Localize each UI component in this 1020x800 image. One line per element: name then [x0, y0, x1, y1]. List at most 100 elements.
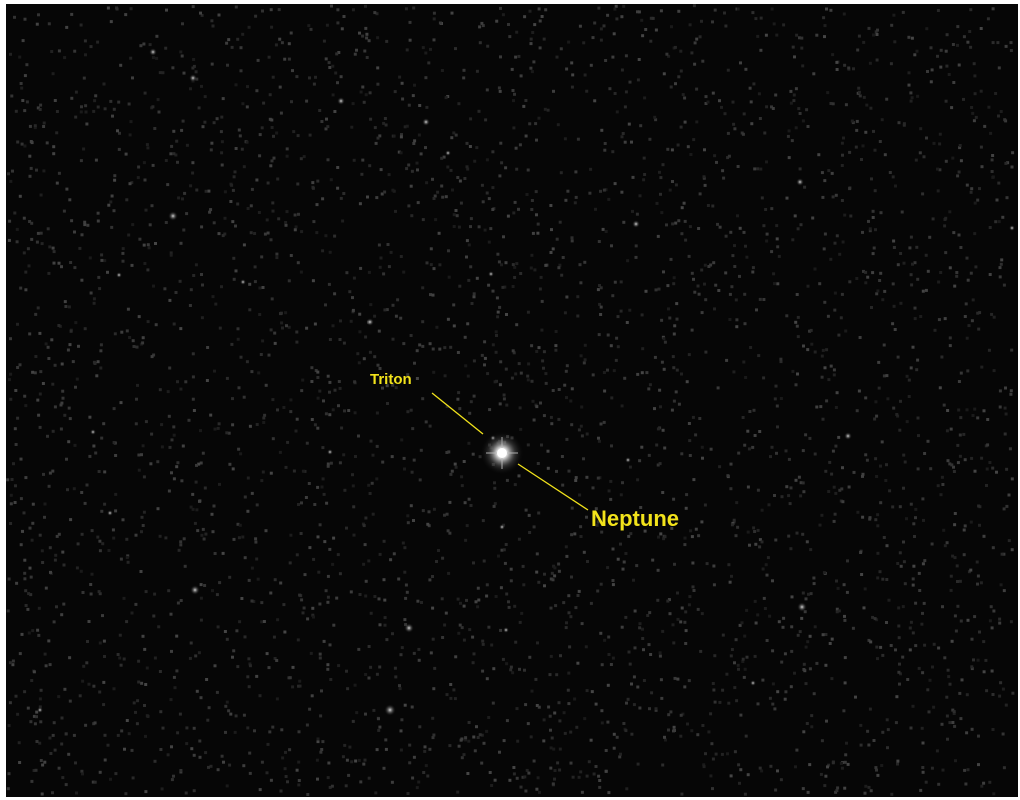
noise-pixel [111, 195, 114, 198]
noise-pixel [837, 334, 840, 337]
noise-pixel [330, 178, 333, 181]
noise-pixel [835, 789, 838, 792]
noise-pixel [271, 126, 274, 129]
noise-pixel [560, 274, 563, 277]
noise-pixel [894, 328, 897, 331]
noise-pixel [1001, 553, 1004, 556]
noise-pixel [169, 446, 172, 449]
noise-pixel [328, 66, 331, 69]
noise-pixel [85, 111, 88, 114]
noise-pixel [9, 180, 12, 183]
noise-pixel [630, 141, 633, 144]
noise-pixel [273, 157, 276, 160]
noise-pixel [573, 698, 576, 701]
noise-pixel [268, 56, 271, 59]
noise-pixel [933, 142, 936, 145]
noise-pixel [641, 628, 644, 631]
noise-pixel [663, 736, 666, 739]
noise-pixel [94, 94, 97, 97]
noise-pixel [267, 232, 270, 235]
noise-pixel [179, 543, 182, 546]
noise-pixel [698, 417, 701, 420]
noise-pixel [733, 265, 736, 268]
noise-pixel [30, 679, 33, 682]
noise-pixel [433, 38, 436, 41]
noise-pixel [675, 302, 678, 305]
noise-pixel [735, 325, 738, 328]
noise-pixel [711, 20, 714, 23]
noise-pixel [429, 425, 432, 428]
noise-pixel [233, 278, 236, 281]
noise-pixel [368, 271, 371, 274]
noise-pixel [822, 633, 825, 636]
noise-pixel [26, 608, 29, 611]
noise-pixel [364, 27, 367, 30]
noise-pixel [428, 578, 431, 581]
noise-pixel [666, 600, 669, 603]
noise-pixel [24, 476, 27, 479]
noise-pixel [737, 763, 740, 766]
noise-pixel [155, 323, 158, 326]
noise-pixel [320, 120, 323, 123]
noise-pixel [323, 40, 326, 43]
noise-pixel [417, 201, 420, 204]
noise-pixel [328, 283, 331, 286]
noise-pixel [45, 587, 48, 590]
noise-pixel [271, 398, 274, 401]
noise-pixel [372, 454, 375, 457]
noise-pixel [144, 735, 147, 738]
noise-pixel [316, 427, 319, 430]
noise-pixel [824, 233, 827, 236]
noise-pixel [888, 489, 891, 492]
noise-pixel [9, 337, 12, 340]
noise-pixel [27, 247, 30, 250]
noise-pixel [386, 402, 389, 405]
noise-pixel [466, 142, 469, 145]
noise-pixel [37, 232, 40, 235]
noise-pixel [481, 184, 484, 187]
noise-pixel [873, 739, 876, 742]
noise-pixel [790, 625, 793, 628]
noise-pixel [172, 775, 175, 778]
noise-pixel [467, 375, 470, 378]
noise-pixel [691, 535, 694, 538]
noise-pixel [239, 524, 242, 527]
noise-pixel [541, 15, 544, 18]
noise-pixel [732, 123, 735, 126]
noise-pixel [1000, 258, 1003, 261]
noise-pixel [319, 714, 322, 717]
noise-pixel [843, 615, 846, 618]
noise-pixel [574, 170, 577, 173]
noise-pixel [312, 220, 315, 223]
noise-pixel [914, 602, 917, 605]
noise-pixel [448, 744, 451, 747]
noise-pixel [65, 783, 68, 786]
noise-pixel [956, 174, 959, 177]
noise-pixel [373, 595, 376, 598]
noise-pixel [677, 144, 680, 147]
noise-pixel [552, 247, 555, 250]
noise-pixel [968, 30, 971, 33]
noise-pixel [455, 134, 458, 137]
noise-pixel [179, 388, 182, 391]
noise-pixel [126, 329, 129, 332]
noise-pixel [946, 33, 949, 36]
noise-pixel [760, 769, 763, 772]
noise-pixel [742, 416, 745, 419]
noise-pixel [619, 753, 622, 756]
noise-pixel [98, 470, 101, 473]
noise-pixel [589, 168, 592, 171]
noise-pixel [620, 280, 623, 283]
noise-pixel [919, 151, 922, 154]
noise-pixel [864, 587, 867, 590]
noise-pixel [504, 562, 507, 565]
noise-pixel [183, 537, 186, 540]
noise-pixel [332, 324, 335, 327]
noise-pixel [674, 677, 677, 680]
noise-pixel [825, 348, 828, 351]
noise-pixel [428, 748, 431, 751]
noise-pixel [688, 679, 691, 682]
noise-pixel [416, 168, 419, 171]
noise-pixel [992, 546, 995, 549]
noise-pixel [254, 541, 257, 544]
